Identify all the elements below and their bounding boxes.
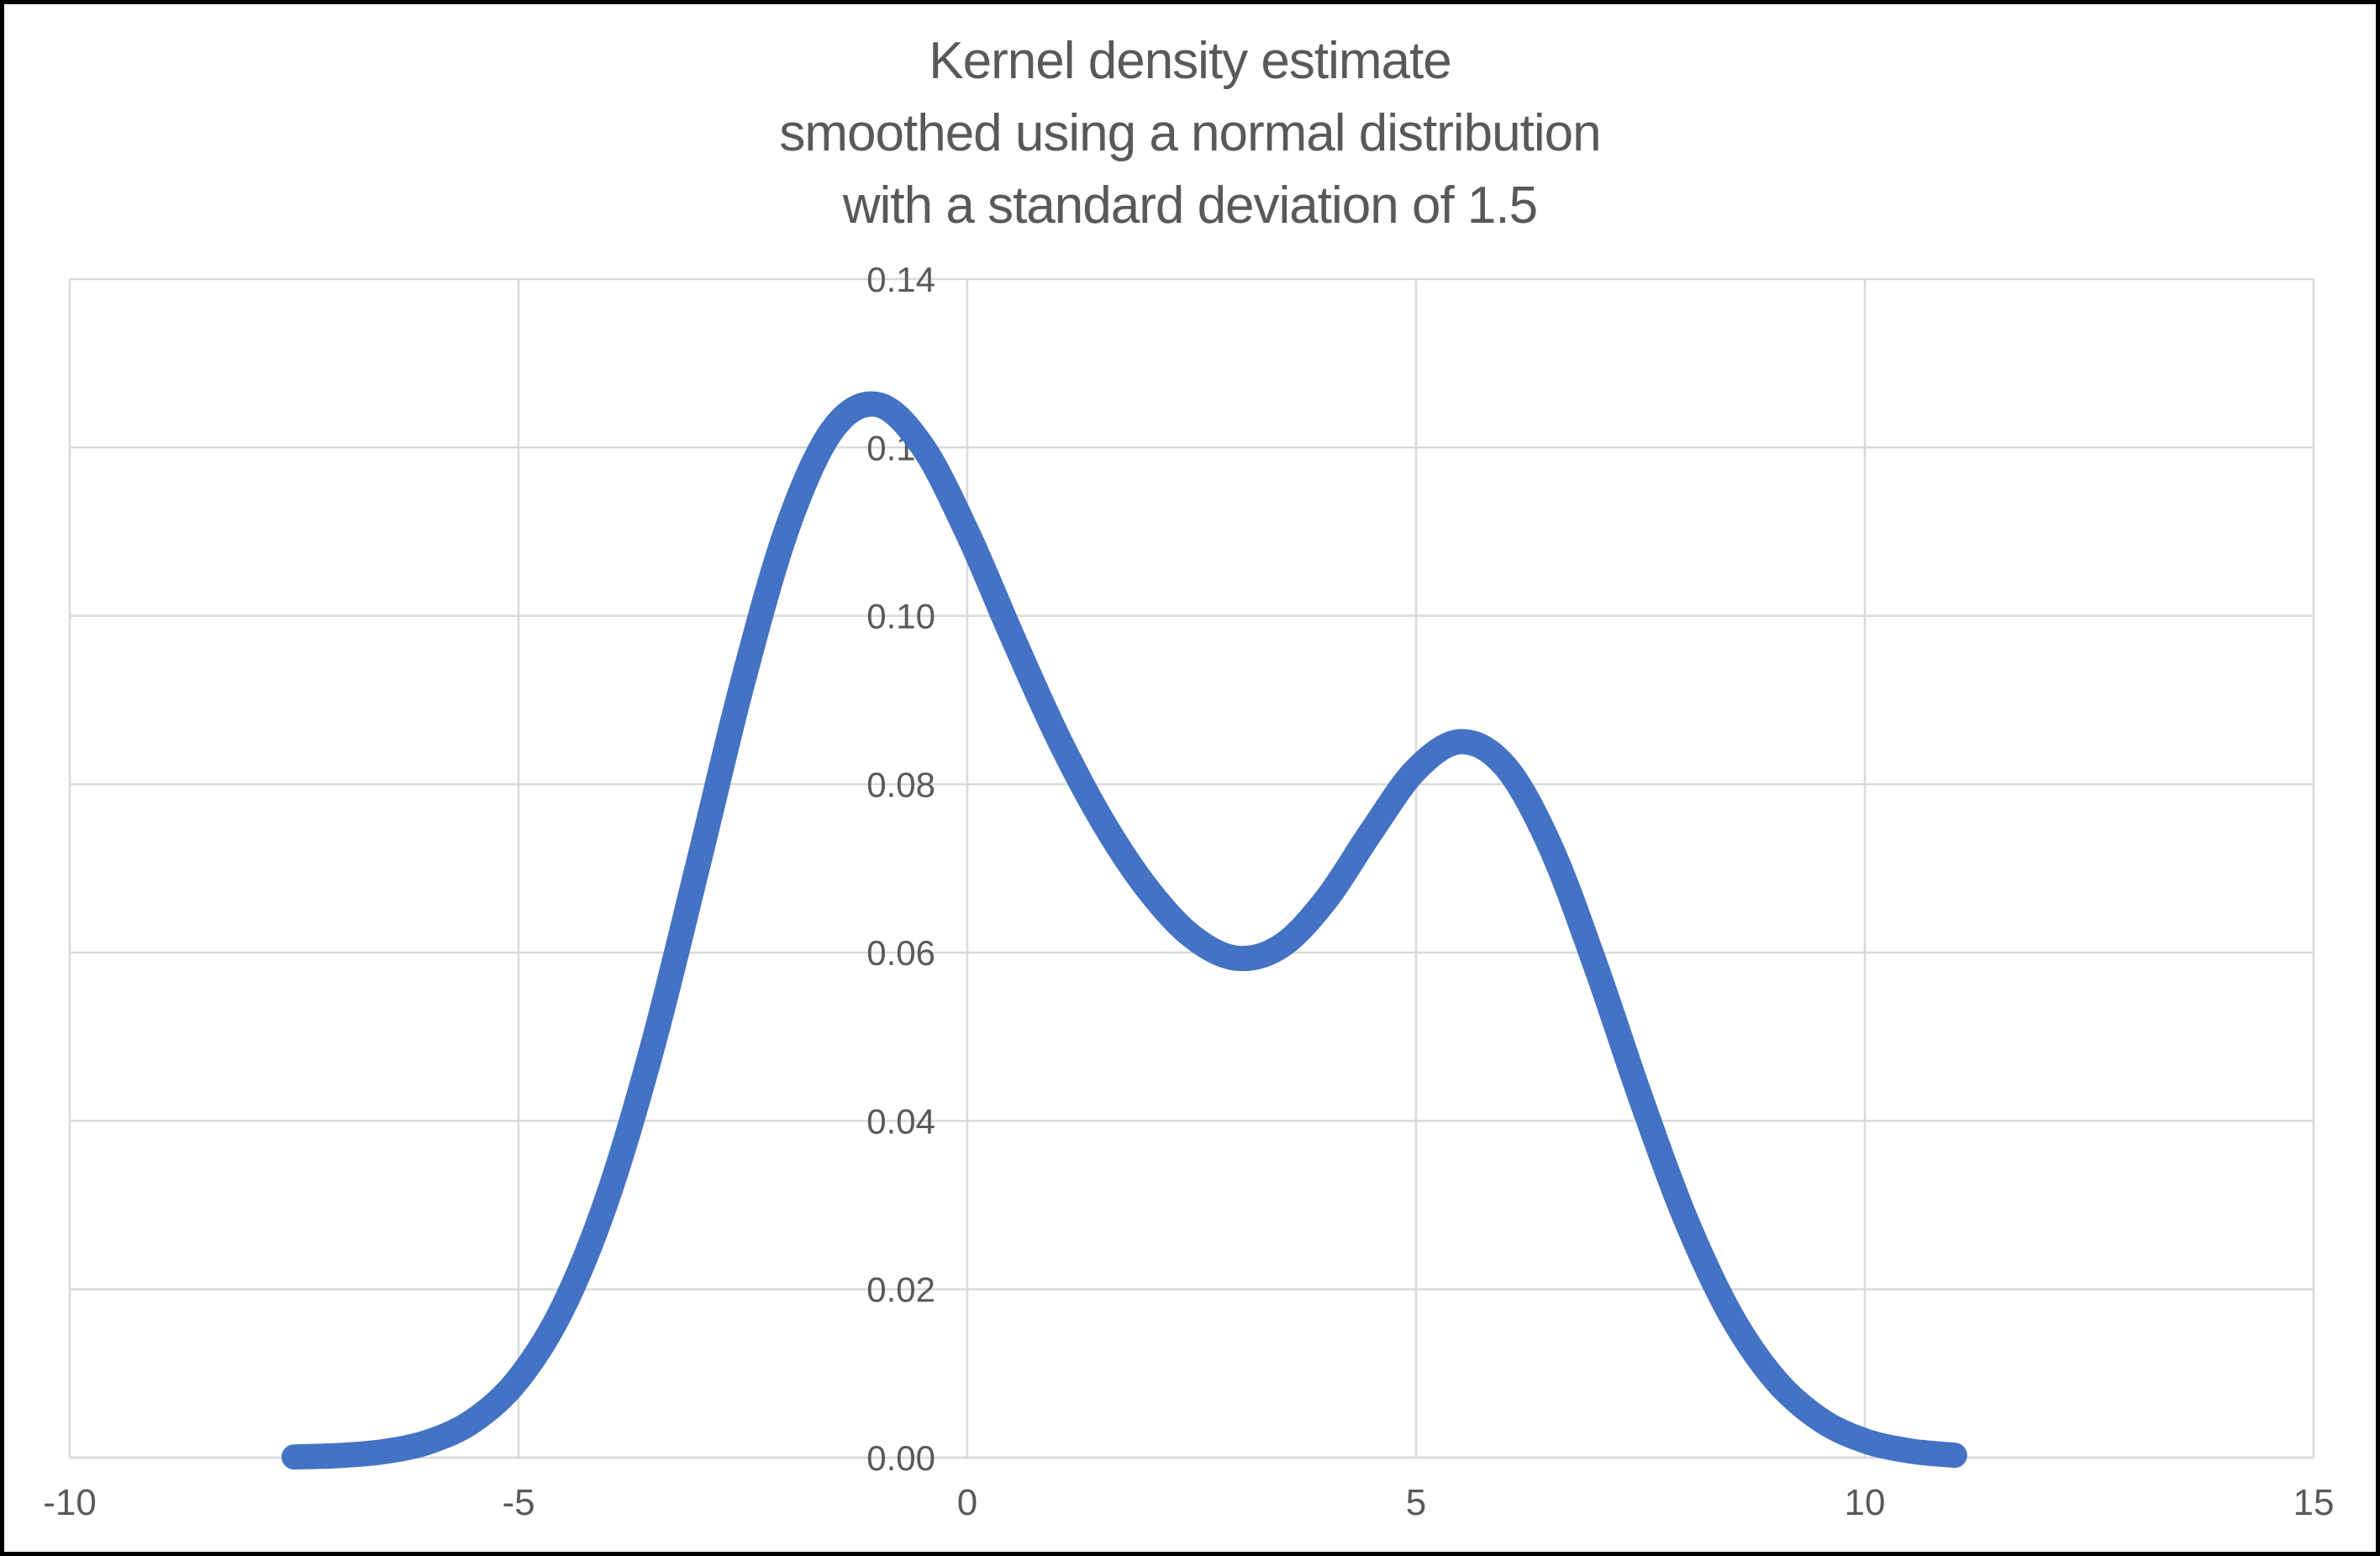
x-tick-label-5: 5 [1406,1482,1426,1523]
chart-title-line-2: smoothed using a normal distribution [779,104,1601,162]
y-tick-label-0.00: 0.00 [866,1438,935,1478]
x-tick-label--5: -5 [502,1482,534,1523]
chart-title: Kernel density estimate smoothed using a… [0,25,2380,242]
y-tick-label-0.14: 0.14 [866,260,935,299]
chart-title-line-1: Kernel density estimate [929,32,1451,90]
kde-curve [282,391,1967,1470]
y-tick-label-0.04: 0.04 [866,1101,935,1141]
x-tick-label-10: 10 [1845,1482,1886,1523]
x-tick-label-0: 0 [957,1482,977,1523]
y-tick-label-0.06: 0.06 [866,933,935,973]
y-tick-label-0.08: 0.08 [866,765,935,804]
x-tick-label-15: 15 [2293,1482,2335,1523]
y-tick-label-0.02: 0.02 [866,1270,935,1310]
chart-title-line-3: with a standard deviation of 1.5 [842,177,1538,235]
x-tick-label--10: -10 [43,1482,97,1523]
y-tick-label-0.10: 0.10 [866,597,935,636]
